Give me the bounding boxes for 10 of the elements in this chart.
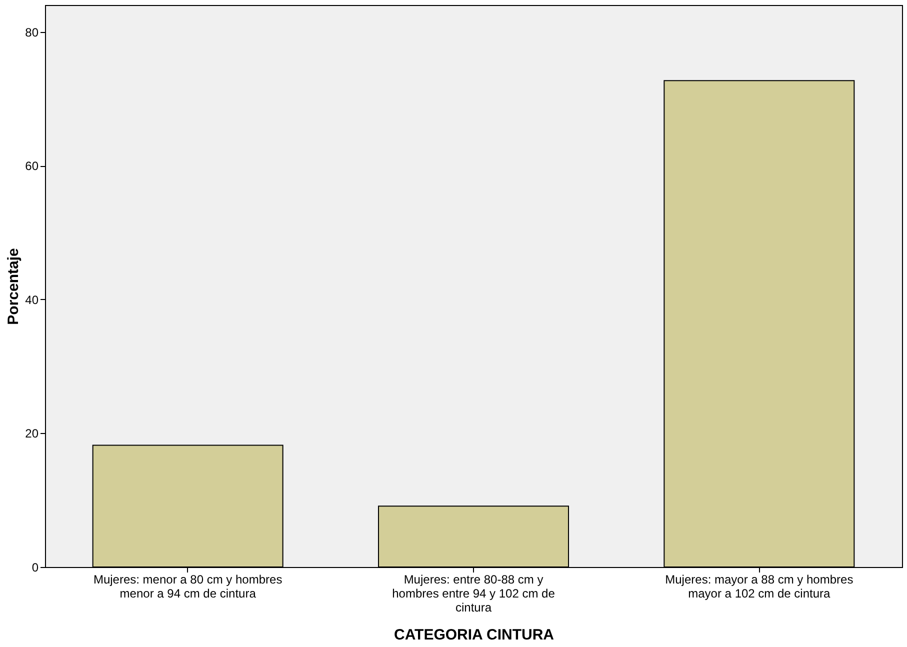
y-tick-label: 20 bbox=[25, 426, 39, 441]
x-tick-label: Mujeres: menor a 80 cm y hombres menor a 94 cm de cintura bbox=[93, 572, 282, 600]
y-tick-label: 40 bbox=[25, 292, 39, 307]
y-tick-label: 60 bbox=[25, 159, 39, 174]
x-tick-label: Mujeres: mayor a 88 cm y hombres mayor a 102 cm de cintura bbox=[665, 572, 854, 600]
x-tick-label: Mujeres: entre 80-88 cm y hombres entre 94 y 102 cm de cintura bbox=[392, 572, 556, 614]
x-axis-title: CATEGORIA CINTURA bbox=[394, 626, 554, 644]
y-axis-title: Porcentaje bbox=[5, 248, 22, 325]
y-tick-label: 0 bbox=[32, 560, 39, 574]
y-tick-label: 80 bbox=[25, 25, 39, 40]
